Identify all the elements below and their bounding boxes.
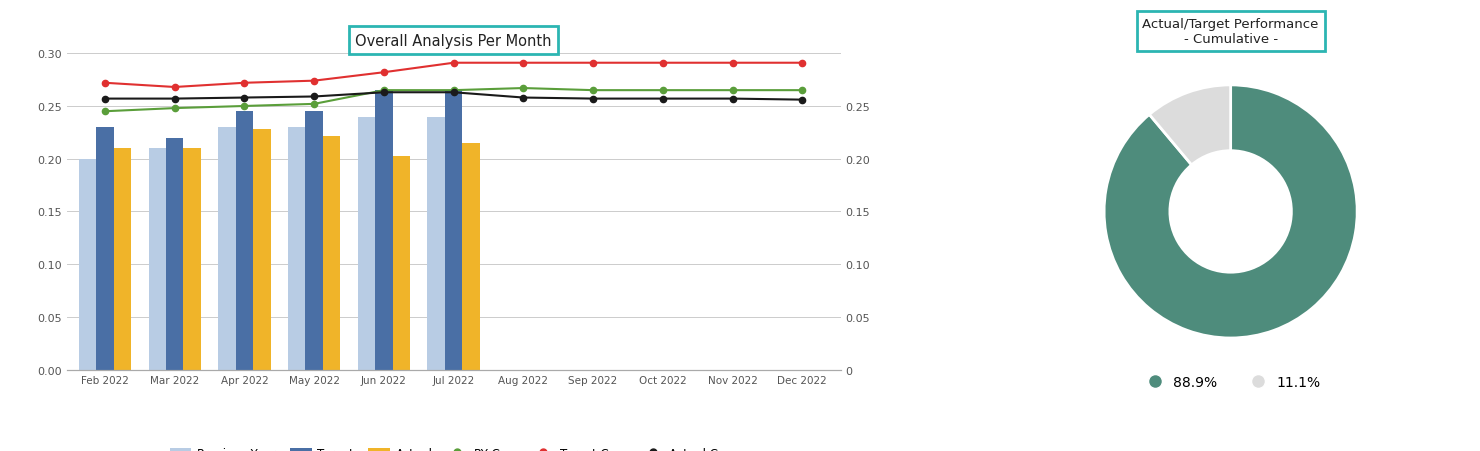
Legend: Previous Year, Target, Actual, PY Cum, Target Cum, Actual Cum: Previous Year, Target, Actual, PY Cum, T… [166,442,741,451]
Wedge shape [1104,86,1357,338]
Bar [218,128,235,370]
Legend: 88.9%, 11.1%: 88.9%, 11.1% [1135,369,1326,395]
Bar [148,149,166,370]
Bar [305,112,323,370]
Bar [289,128,305,370]
Bar [253,130,271,370]
Bar [428,117,445,370]
Bar [358,117,376,370]
Bar [323,136,340,370]
Bar [462,143,480,370]
Title: Actual/Target Performance
- Cumulative -: Actual/Target Performance - Cumulative - [1143,18,1319,46]
Bar [445,91,462,370]
Bar [78,159,96,370]
Wedge shape [1150,86,1231,166]
Bar [376,91,392,370]
Bar [235,112,253,370]
Bar [392,156,410,370]
Bar [96,128,114,370]
Title: Overall Analysis Per Month: Overall Analysis Per Month [355,34,552,49]
Bar [166,138,184,370]
Bar [184,149,201,370]
Bar [114,149,132,370]
